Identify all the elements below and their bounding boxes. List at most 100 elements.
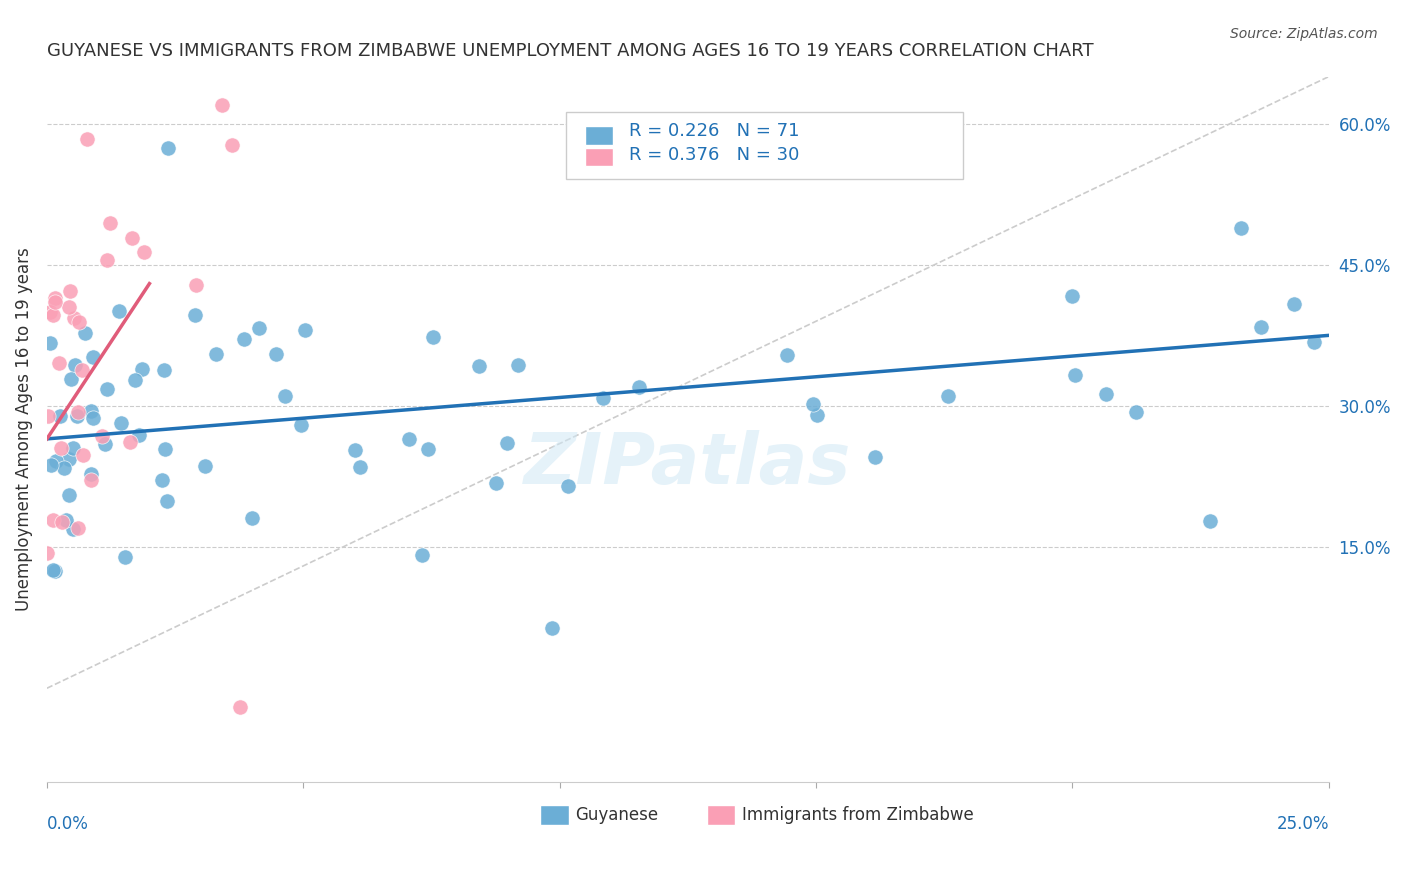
Point [65,358,87,372]
Point [67,314,90,328]
Point [294,323,316,337]
Point [41,458,63,472]
Point [96,383,118,397]
Point [82,411,104,425]
Text: GUYANESE VS IMMIGRANTS FROM ZIMBABWE UNEMPLOYMENT AMONG AGES 16 TO 19 YEARS CORR: GUYANESE VS IMMIGRANTS FROM ZIMBABWE UNE… [46,42,1094,60]
Point [228,700,250,714]
Point [592,392,614,406]
Point [52,461,75,475]
Point [63,310,86,325]
Text: Guyanese: Guyanese [575,805,658,824]
Point [38,305,60,319]
Text: R = 0.226   N = 71: R = 0.226 N = 71 [628,122,800,140]
Point [96,253,118,268]
FancyBboxPatch shape [567,112,963,179]
Point [62,523,84,537]
Point [80,473,103,487]
FancyBboxPatch shape [585,147,613,166]
Point [495,436,517,450]
Point [58,300,80,314]
Point [806,408,828,422]
Point [1125,404,1147,418]
Point [221,138,243,153]
Point [398,432,420,446]
Point [211,98,233,112]
Point [863,450,886,464]
Point [247,321,270,335]
Point [49,441,72,455]
Point [55,513,77,527]
Point [1064,368,1087,382]
Point [156,493,179,508]
Text: ZIPatlas: ZIPatlas [524,430,852,500]
Point [58,488,80,502]
Point [114,550,136,565]
Point [290,417,312,432]
FancyBboxPatch shape [707,805,735,825]
Point [128,427,150,442]
Point [80,404,103,418]
Point [66,409,89,423]
FancyBboxPatch shape [540,805,568,825]
Point [66,521,89,535]
Point [1229,221,1251,235]
Point [153,363,176,377]
Point [42,563,65,577]
Text: Source: ZipAtlas.com: Source: ZipAtlas.com [1230,27,1378,41]
Text: R = 0.376   N = 30: R = 0.376 N = 30 [628,146,799,164]
Point [59,284,82,298]
Point [75,326,97,340]
Point [66,404,89,418]
Point [485,476,508,491]
Point [186,278,208,293]
Text: Immigrants from Zimbabwe: Immigrants from Zimbabwe [742,805,973,824]
Point [42,513,65,527]
Point [44,291,66,305]
Text: 25.0%: 25.0% [1277,815,1329,833]
Point [42,308,65,322]
Point [468,359,491,374]
Point [157,141,180,155]
Point [801,397,824,411]
Point [132,245,155,260]
Point [506,358,529,372]
Point [1284,297,1306,311]
Point [58,452,80,467]
Point [91,429,114,443]
Point [76,132,98,146]
Point [557,478,579,492]
Point [72,448,94,462]
Point [153,442,176,457]
Point [1250,320,1272,334]
Point [183,309,205,323]
Point [1199,514,1222,528]
Point [37,546,59,560]
Point [82,351,104,365]
Point [44,454,66,468]
Point [264,347,287,361]
Point [204,347,226,361]
Text: 0.0%: 0.0% [46,815,89,833]
Point [233,332,256,346]
Point [274,388,297,402]
Y-axis label: Unemployment Among Ages 16 to 19 years: Unemployment Among Ages 16 to 19 years [15,248,32,611]
Point [240,511,263,525]
FancyBboxPatch shape [585,127,613,145]
Point [422,330,444,344]
Point [48,356,70,370]
Point [121,231,143,245]
Point [44,295,66,310]
Point [349,460,371,475]
Point [628,380,651,394]
Point [38,336,60,351]
Point [37,409,59,423]
Point [100,216,122,230]
Point [110,416,132,430]
Point [49,409,72,423]
Point [120,434,142,449]
Point [59,372,82,386]
Point [1094,386,1116,401]
Point [776,347,799,361]
Point [541,621,564,635]
Point [1303,334,1326,349]
